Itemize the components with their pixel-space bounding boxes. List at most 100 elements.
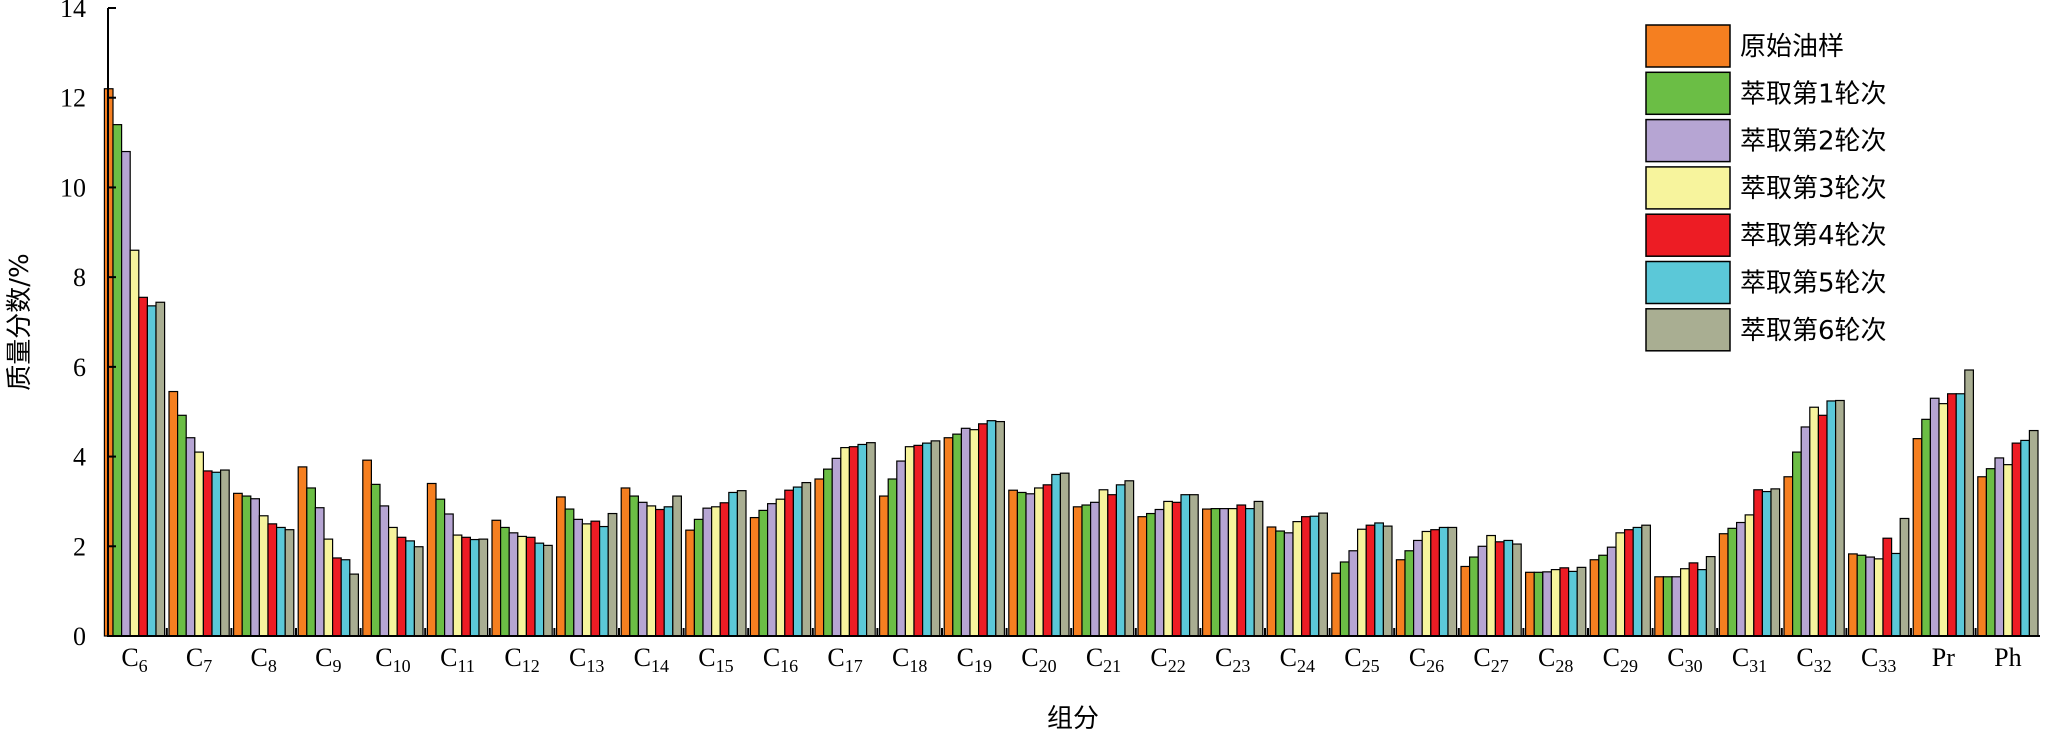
bar-c30-series-3 [1671, 576, 1682, 637]
x-tick-label: C14 [634, 643, 669, 676]
x-tick-label: C21 [1086, 643, 1121, 676]
bar-c32-series-6 [1826, 400, 1837, 637]
bar-c21-series-4 [1098, 489, 1109, 637]
y-axis-title: 质量分数/% [5, 253, 35, 390]
bar-c24-series-5 [1300, 516, 1311, 637]
bar-c7-series-6 [211, 471, 222, 637]
bar-c25-series-4 [1356, 528, 1367, 637]
bar-c10-series-5 [396, 536, 407, 637]
bar-c29-series-4 [1615, 532, 1626, 637]
x-tick-label: C24 [1280, 643, 1315, 676]
bar-c12-series-5 [525, 536, 536, 637]
bar-c11-series-1 [426, 482, 437, 637]
bar-c22-series-6 [1180, 494, 1191, 637]
bar-c19-series-5 [977, 423, 988, 637]
x-tick-label: C6 [121, 643, 147, 676]
y-tick-label: 12 [60, 84, 86, 113]
bar-c7-series-5 [202, 470, 213, 637]
bar-pr-series-5 [1946, 393, 1957, 637]
bar-c11-series-7 [478, 538, 489, 637]
bar-c28-series-1 [1524, 571, 1535, 637]
legend-swatch-1 [1645, 24, 1731, 68]
bar-c25-series-5 [1365, 524, 1376, 637]
bar-c25-series-6 [1374, 522, 1385, 637]
bar-c10-series-4 [388, 526, 398, 637]
bar-c29-series-3 [1606, 546, 1617, 637]
bar-c7-series-4 [194, 451, 205, 637]
x-tick-label: C25 [1344, 643, 1379, 676]
bar-pr-series-4 [1938, 403, 1949, 637]
bar-c27-series-7 [1511, 543, 1522, 637]
bar-c15-series-2 [693, 518, 704, 637]
bar-c24-series-6 [1309, 515, 1320, 637]
bar-c22-series-5 [1171, 501, 1182, 637]
bar-c11-series-2 [435, 498, 446, 637]
bar-c24-series-7 [1318, 512, 1329, 637]
bar-c6-series-7 [155, 301, 166, 637]
bar-pr-series-6 [1955, 393, 1966, 637]
bar-c15-series-6 [728, 491, 738, 637]
bar-c27-series-4 [1486, 534, 1497, 637]
bar-c15-series-3 [702, 507, 713, 637]
bar-c26-series-3 [1412, 539, 1423, 637]
bar-c24-series-3 [1283, 532, 1294, 637]
bar-c28-series-6 [1567, 570, 1578, 637]
bar-c7-series-2 [177, 414, 187, 637]
bar-c32-series-2 [1791, 451, 1802, 637]
bar-c8-series-3 [250, 498, 261, 637]
bar-c19-series-6 [986, 420, 997, 637]
bar-c7-series-3 [185, 437, 196, 637]
bar-c26-series-7 [1447, 526, 1458, 637]
bar-ph-series-2 [1985, 468, 1996, 637]
bar-c12-series-2 [500, 526, 510, 637]
x-tick-label: Ph [1994, 643, 2021, 672]
bar-ph-series-1 [1977, 476, 1988, 637]
bar-c13-series-4 [581, 523, 592, 637]
bar-c29-series-2 [1598, 554, 1609, 637]
bar-c33-series-6 [1890, 552, 1901, 637]
bar-c26-series-4 [1421, 530, 1432, 637]
legend-swatch-5 [1645, 213, 1731, 257]
bar-c19-series-2 [952, 433, 962, 637]
y-tick-label: 2 [73, 532, 86, 561]
bar-c15-series-7 [736, 490, 747, 637]
bar-c18-series-7 [930, 440, 941, 637]
bar-c17-series-6 [857, 443, 868, 637]
bar-c9-series-1 [297, 466, 308, 637]
bar-c8-series-5 [267, 523, 278, 637]
bar-c31-series-3 [1735, 521, 1746, 637]
y-tick-label: 14 [60, 0, 86, 23]
bar-c9-series-4 [323, 538, 334, 637]
bar-c8-series-6 [276, 526, 286, 637]
bar-c11-series-5 [461, 536, 471, 637]
bar-c16-series-2 [758, 509, 769, 637]
bar-c6-series-6 [146, 305, 157, 637]
bar-c28-series-5 [1559, 567, 1570, 637]
bar-pr-series-7 [1964, 369, 1975, 637]
bar-c30-series-6 [1697, 569, 1708, 637]
bar-c15-series-5 [719, 502, 730, 637]
bar-c23-series-3 [1219, 508, 1230, 637]
bar-c25-series-7 [1382, 525, 1393, 637]
bar-c18-series-1 [878, 495, 889, 637]
bar-c20-series-4 [1033, 487, 1044, 637]
bar-c18-series-2 [887, 478, 898, 637]
bar-c21-series-1 [1072, 506, 1083, 637]
bar-c22-series-4 [1163, 500, 1174, 637]
bar-c17-series-3 [831, 457, 842, 637]
bar-c24-series-2 [1275, 530, 1286, 637]
bar-c15-series-1 [685, 529, 695, 637]
bar-c19-series-7 [995, 420, 1005, 637]
bar-c26-series-1 [1395, 559, 1406, 637]
bar-c9-series-5 [332, 557, 342, 637]
bar-c28-series-7 [1576, 566, 1587, 637]
bar-c21-series-5 [1107, 494, 1118, 637]
bar-c28-series-4 [1550, 569, 1561, 637]
bar-c25-series-1 [1331, 572, 1342, 637]
bar-c27-series-3 [1477, 545, 1488, 637]
bar-c17-series-5 [848, 446, 859, 637]
x-tick-label: Pr [1932, 643, 1955, 672]
bar-c29-series-1 [1589, 559, 1600, 637]
bar-c12-series-1 [491, 519, 502, 637]
